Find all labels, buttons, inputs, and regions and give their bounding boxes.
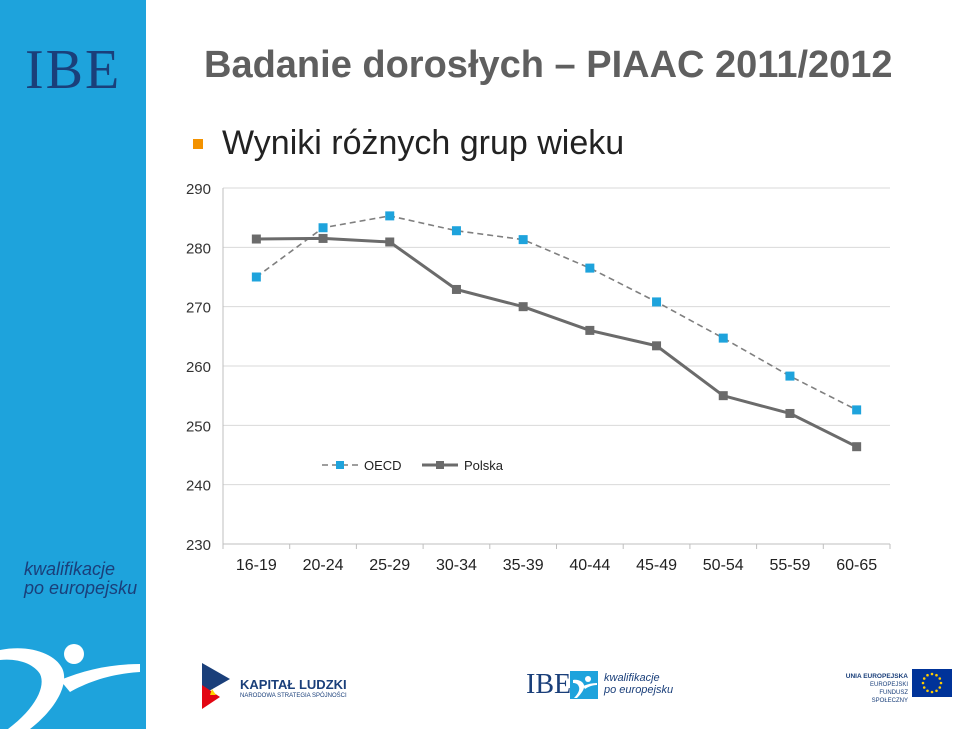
- ibe-kwalifikacje-logo: IBE kwalifikacje po europejsku: [526, 655, 676, 715]
- eu-star-icon: [930, 672, 934, 676]
- data-point-oecd: [451, 226, 461, 236]
- legend-label: OECD: [364, 458, 402, 473]
- eu-star-icon: [938, 677, 942, 680]
- kapital-ludzki-title: KAPITAŁ LUDZKI: [240, 677, 347, 692]
- line-chart: 230 240 250 260 270 280 290 16-19 20-24 25-29 30-3…: [186, 181, 891, 574]
- x-tick-label: 25-29: [369, 557, 410, 574]
- eu-star-icon: [939, 681, 943, 685]
- legend-label: Polska: [464, 458, 504, 473]
- eu-star-icon: [935, 673, 938, 677]
- eu-star-icon: [922, 686, 926, 689]
- eu-line1: UNIA EUROPEJSKA: [845, 673, 908, 680]
- sidebar-tagline: kwalifikacje po europejsku: [24, 560, 137, 598]
- sidebar-tagline-line2: po europejsku: [24, 578, 138, 598]
- mid-figure-icon: [570, 671, 598, 699]
- data-point-oecd: [251, 272, 261, 282]
- data-point-oecd: [518, 235, 528, 245]
- y-tick-label: 230: [186, 537, 211, 554]
- mid-ibe-text: IBE: [526, 669, 572, 700]
- eu-flag-icon: [912, 669, 952, 697]
- data-point-polska: [852, 442, 862, 452]
- sidebar: IBE kwalifikacje po europejsku: [0, 0, 146, 729]
- y-tick-label: 250: [186, 418, 211, 435]
- series-line-polska: [256, 236, 858, 449]
- running-figure-icon: [0, 644, 140, 729]
- eu-star-icon: [935, 689, 938, 693]
- eu-star-icon: [922, 677, 926, 680]
- y-tick-label: 260: [186, 359, 211, 376]
- kapital-ludzki-emblem-icon: [202, 663, 230, 709]
- ibe-logo: IBE: [25, 39, 122, 101]
- data-point-oecd: [852, 405, 862, 415]
- eu-star-icon: [938, 686, 942, 689]
- kapital-ludzki-logo: KAPITAŁ LUDZKI NARODOWA STRATEGIA SPÓJNO…: [200, 655, 360, 715]
- x-tick-label: 60-65: [836, 557, 877, 574]
- x-tick-label: 55-59: [769, 557, 810, 574]
- mid-tagline-line2: po europejsku: [604, 684, 674, 696]
- data-point-polska: [652, 341, 662, 351]
- x-tick-label: 30-34: [436, 557, 477, 574]
- data-point-polska: [785, 408, 795, 418]
- y-tick-label: 270: [186, 300, 211, 317]
- kapital-ludzki-subtitle: NARODOWA STRATEGIA SPÓJNOŚCI: [240, 693, 347, 699]
- mid-tagline: kwalifikacje po europejsku: [604, 672, 673, 696]
- data-point-oecd: [652, 297, 662, 307]
- eu-star-icon: [926, 673, 929, 677]
- data-point-polska: [718, 391, 728, 401]
- bullet-square: [193, 139, 203, 149]
- eu-star-icon: [921, 681, 925, 685]
- y-tick-label: 240: [186, 478, 211, 495]
- data-point-polska: [585, 325, 595, 335]
- y-tick-label: 280: [186, 240, 211, 257]
- eu-line3: FUNDUSZ SPOŁECZNY: [871, 690, 908, 704]
- eu-star-icon: [930, 690, 934, 694]
- y-tick-label: 290: [186, 181, 211, 198]
- data-point-polska: [385, 237, 395, 247]
- data-point-oecd: [385, 211, 395, 221]
- x-tick-label: 50-54: [703, 557, 744, 574]
- x-tick-label: 40-44: [569, 557, 610, 574]
- eu-star-icon: [926, 689, 929, 693]
- eu-line2: EUROPEJSKI: [869, 682, 908, 688]
- data-point-polska: [318, 233, 328, 243]
- data-point-oecd: [585, 263, 595, 273]
- x-tick-label: 16-19: [236, 557, 277, 574]
- data-point-polska: [518, 302, 528, 312]
- x-tick-label: 35-39: [503, 557, 544, 574]
- sidebar-tagline-line1: kwalifikacje: [24, 559, 116, 579]
- eu-text: UNIA EUROPEJSKA EUROPEJSKI FUNDUSZ SPOŁE…: [844, 673, 908, 705]
- legend-marker-polska: [436, 461, 444, 469]
- page-subtitle: Wyniki różnych grup wieku: [222, 124, 625, 162]
- series-line-oecd: [255, 215, 858, 411]
- eu-logo: UNIA EUROPEJSKA EUROPEJSKI FUNDUSZ SPOŁE…: [836, 655, 956, 715]
- data-point-polska: [451, 284, 461, 294]
- x-tick-label: 45-49: [636, 557, 677, 574]
- data-point-oecd: [785, 371, 795, 381]
- data-point-oecd: [318, 223, 328, 233]
- page-title: Badanie dorosłych – PIAAC 2011/2012: [204, 44, 893, 86]
- legend-marker-oecd: [336, 461, 344, 469]
- data-point-polska: [251, 234, 261, 244]
- mid-tagline-line1: kwalifikacje: [604, 672, 660, 684]
- x-tick-label: 20-24: [303, 557, 344, 574]
- data-point-oecd: [718, 333, 728, 343]
